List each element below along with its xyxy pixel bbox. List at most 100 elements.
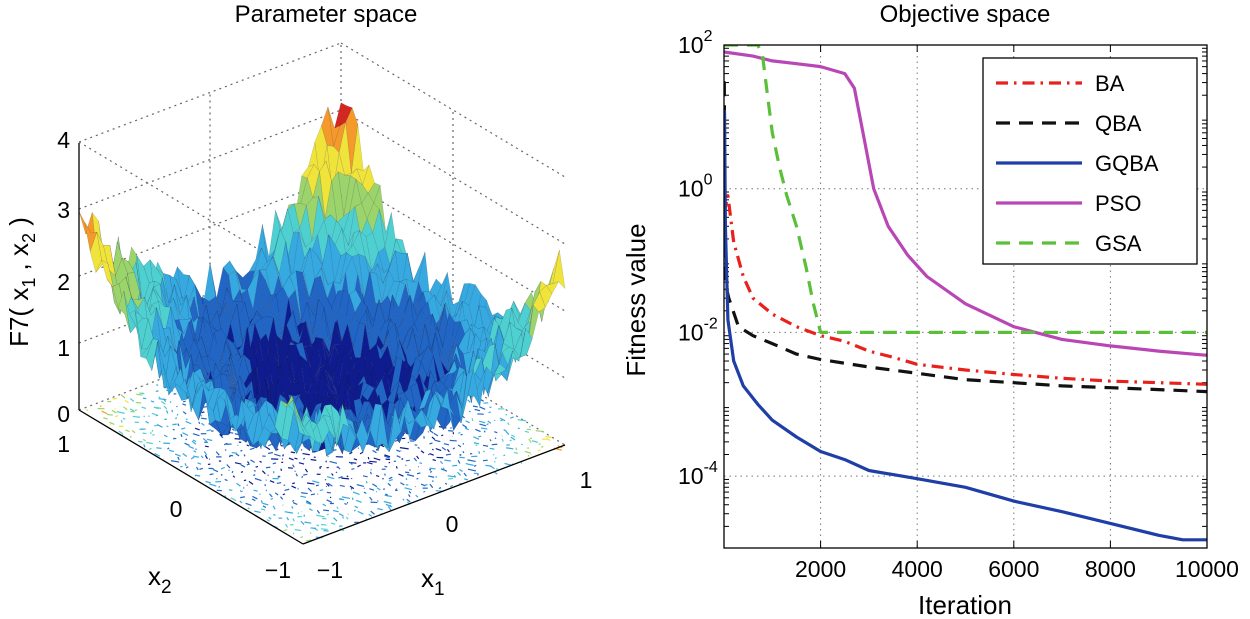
y-tick-exp: -4 [704, 459, 718, 476]
contour-segment [422, 490, 426, 493]
contour-segment [515, 447, 518, 451]
parameter-space-panel: Parameter space 0 1 2 3 4 F7( x1 , x2 ) … [4, 1, 592, 600]
contour-segment [473, 436, 480, 440]
contour-segment [370, 510, 375, 515]
contour-segment [269, 480, 275, 484]
surface-patch [311, 196, 325, 242]
contour-segment [471, 418, 474, 422]
contour-segment [123, 406, 128, 411]
contour-segment [243, 454, 246, 457]
contour-segment [202, 437, 208, 442]
contour-segment [369, 488, 375, 491]
contour-segment [294, 457, 298, 460]
contour-segment [118, 430, 124, 435]
contour-segment [450, 427, 452, 429]
contour-segment [284, 488, 290, 492]
contour-segment [254, 510, 261, 513]
contour-segment [467, 468, 477, 472]
contour-segment [369, 460, 377, 463]
contour-segment [138, 440, 143, 443]
contour-segment [327, 482, 333, 487]
contour-segment [262, 502, 269, 506]
contour-segment [292, 502, 298, 505]
contour-segment [231, 470, 234, 474]
contour-segment [148, 447, 152, 451]
contour-segment [280, 444, 284, 447]
contour-segment [473, 464, 477, 467]
x-tick-label: 10000 [1175, 556, 1239, 582]
contour-segment [388, 461, 391, 464]
x1-tick-labels: −1 0 1 [317, 467, 593, 583]
contour-segment [435, 448, 442, 452]
contour-segment [260, 500, 263, 504]
contour-segment [326, 491, 332, 494]
contour-segment [304, 468, 308, 473]
surface-patch [382, 406, 395, 453]
surface-patch [372, 209, 386, 253]
contour-segment [431, 448, 434, 451]
surface-mesh [78, 102, 566, 457]
surface-patch [336, 403, 350, 447]
x-tick-label: 4000 [892, 556, 943, 582]
contour-segment [297, 512, 300, 515]
contour-segment [218, 485, 221, 488]
contour-segment [352, 491, 360, 495]
contour-segment [268, 443, 272, 447]
contour-segment [351, 468, 355, 470]
contour-segment [168, 449, 175, 453]
contour-segment [283, 484, 286, 487]
surface-patch [552, 250, 566, 289]
contour-segment [305, 539, 312, 542]
z-label-sub: 2 [19, 233, 39, 243]
contour-segment [191, 440, 197, 445]
contour-segment [489, 465, 495, 470]
surface-patch [297, 415, 310, 432]
contour-segment [300, 495, 307, 498]
contour-segment [413, 457, 418, 462]
box-grid-line [340, 42, 566, 178]
contour-segment [315, 484, 319, 487]
contour-segment [419, 462, 423, 465]
contour-segment [384, 465, 388, 468]
contour-segment [545, 435, 552, 439]
surface-patch [519, 327, 533, 358]
contour-segment [265, 446, 271, 451]
contour-segment [284, 511, 294, 514]
surface-patch [157, 341, 170, 389]
contour-segment [429, 468, 432, 471]
contour-segment [252, 474, 256, 477]
contour-segment [346, 475, 349, 478]
box-grid-line [78, 42, 342, 143]
contour-segment [467, 459, 476, 463]
contour-segment [172, 428, 175, 431]
z-label-sub: 1 [19, 278, 39, 288]
surface-patch [216, 267, 229, 312]
contour-segment [329, 460, 338, 464]
contour-segment [494, 431, 498, 434]
contour-segment [465, 420, 470, 424]
surface-patch [345, 256, 358, 314]
contour-segment [206, 438, 213, 442]
z-tick-label: 3 [57, 197, 70, 223]
contour-segment [273, 513, 276, 516]
contour-segment [292, 518, 295, 522]
x2-axis-line [78, 409, 304, 545]
x-tick-label: 8000 [1085, 556, 1136, 582]
surface-patch [317, 307, 330, 354]
contour-segment [85, 408, 89, 412]
contour-segment [396, 455, 401, 458]
contour-segment [383, 488, 386, 490]
contour-segment [301, 475, 304, 479]
contour-segment [408, 494, 411, 498]
contour-segment [482, 444, 489, 447]
contour-segment [155, 414, 159, 417]
contour-segment [143, 415, 146, 418]
contour-segment [307, 487, 312, 492]
contour-segment [253, 469, 256, 472]
contour-segment [383, 500, 392, 504]
surface-patch [207, 387, 221, 412]
surface-patch [339, 252, 353, 284]
contour-segment [303, 473, 308, 476]
